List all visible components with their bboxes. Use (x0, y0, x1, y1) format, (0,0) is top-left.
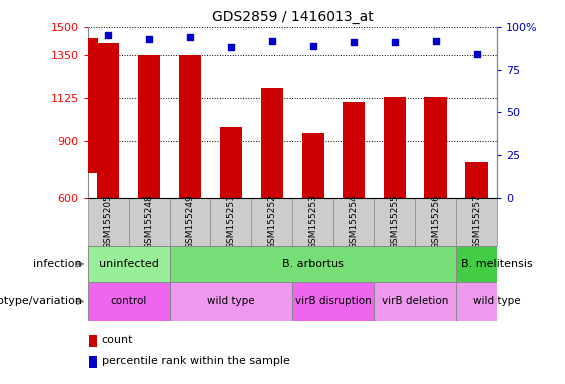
Text: virB deletion: virB deletion (382, 296, 449, 306)
Text: GSM155257: GSM155257 (472, 194, 481, 249)
Text: wild type: wild type (473, 296, 521, 306)
Bar (260, 88, 283, 198)
Text: GSM155256: GSM155256 (431, 194, 440, 249)
Bar (88, 246, 170, 282)
Text: GSM155249: GSM155249 (185, 194, 194, 249)
Point (267, 38, 276, 44)
Point (349, 39, 358, 45)
Bar (211, 198, 251, 246)
Bar (88, 198, 129, 246)
Text: percentile rank within the sample: percentile rank within the sample (102, 356, 290, 366)
Bar (457, 198, 497, 246)
Text: GSM155248: GSM155248 (145, 194, 154, 249)
Bar (179, 55, 201, 198)
Text: GSM155253: GSM155253 (308, 194, 318, 249)
Bar (97, 43, 119, 198)
Point (472, 51, 481, 57)
Text: B. melitensis: B. melitensis (462, 259, 533, 269)
Text: control: control (110, 296, 147, 306)
Bar (384, 97, 406, 198)
Bar (457, 246, 538, 282)
Text: GSM155254: GSM155254 (349, 194, 358, 249)
Text: B. arbortus: B. arbortus (282, 259, 344, 269)
Text: GSM155251: GSM155251 (227, 194, 236, 249)
Bar (466, 162, 488, 198)
Bar (129, 198, 170, 246)
Bar (302, 133, 324, 198)
Bar (170, 282, 293, 321)
Bar (374, 282, 457, 321)
Text: count: count (102, 335, 133, 345)
Bar (333, 198, 374, 246)
Text: uninfected: uninfected (99, 259, 158, 269)
Text: GSM155255: GSM155255 (390, 194, 399, 249)
Text: GSM155252: GSM155252 (267, 194, 276, 249)
Bar (457, 282, 538, 321)
Point (185, 34, 194, 40)
Bar (424, 97, 447, 198)
Text: infection: infection (33, 259, 82, 269)
Text: genotype/variation: genotype/variation (0, 296, 82, 306)
Bar (88, 282, 170, 321)
Bar (220, 127, 242, 198)
Bar (251, 198, 293, 246)
Bar (293, 282, 375, 321)
Bar (170, 198, 210, 246)
Bar (342, 102, 365, 198)
Point (390, 39, 399, 45)
Text: virB disruption: virB disruption (295, 296, 372, 306)
Point (103, 32, 112, 38)
Point (227, 44, 236, 50)
Bar (293, 198, 333, 246)
Bar (88, 38, 98, 173)
Bar (170, 246, 457, 282)
Text: GSM155205: GSM155205 (103, 194, 112, 249)
Bar (415, 198, 457, 246)
Text: wild type: wild type (207, 296, 255, 306)
Title: GDS2859 / 1416013_at: GDS2859 / 1416013_at (211, 10, 373, 25)
Bar (374, 198, 415, 246)
Point (145, 36, 154, 42)
Bar (138, 55, 160, 198)
Point (308, 43, 318, 49)
Point (431, 38, 440, 44)
